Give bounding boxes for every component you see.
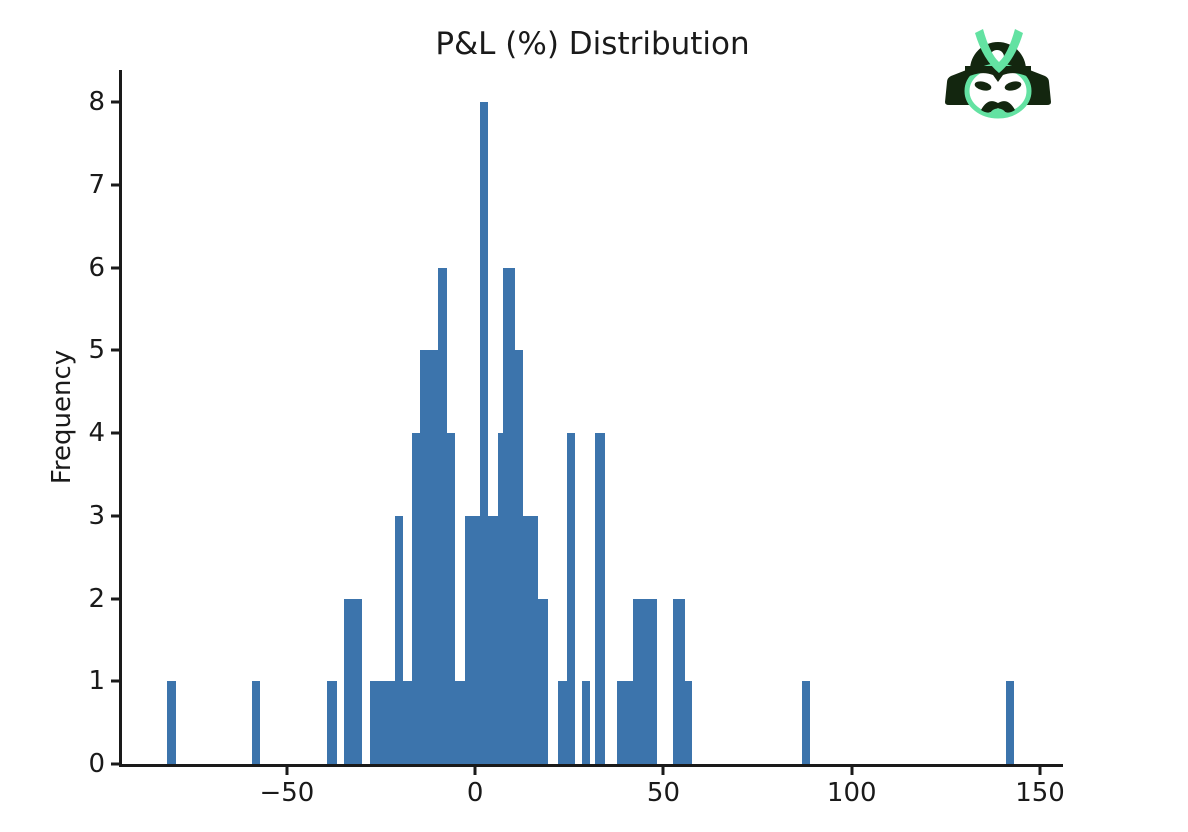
- y-axis-tick: [111, 431, 122, 435]
- samurai-helmet-logo: [945, 29, 1051, 119]
- histogram-bar: [252, 681, 261, 764]
- x-axis-tick: [1038, 764, 1042, 775]
- y-axis-tick: [111, 514, 122, 518]
- x-axis-tick-label: 50: [646, 778, 681, 808]
- y-axis-tick-label: 6: [88, 252, 105, 283]
- y-axis-tick-label: 3: [88, 500, 105, 531]
- left-eye-icon: [974, 81, 992, 91]
- histogram-bar: [395, 515, 404, 764]
- histogram-bar: [370, 681, 396, 764]
- x-axis-tick-label: −50: [259, 778, 315, 808]
- right-eye-icon: [1004, 81, 1022, 91]
- chin-icon: [990, 108, 1006, 115]
- y-axis-tick: [111, 679, 122, 683]
- histogram-bar: [455, 681, 465, 764]
- x-axis-tick: [473, 764, 477, 775]
- histogram-bar: [802, 681, 811, 764]
- y-axis-tick-label: 4: [88, 418, 105, 449]
- histogram-bar: [582, 681, 591, 764]
- histogram-bar: [327, 681, 337, 764]
- histogram-bar: [411, 433, 421, 764]
- plot-area: −50 0 50 100 150 0 1 2 3 4 5 6 7 8: [88, 70, 1065, 808]
- y-axis-tick-label: 7: [88, 169, 105, 200]
- y-axis-tick: [111, 100, 122, 104]
- y-axis-tick: [111, 183, 122, 187]
- x-axis-tick: [850, 764, 854, 775]
- y-axis-tick-label: 2: [88, 583, 105, 614]
- histogram-bar: [344, 598, 363, 764]
- x-axis-tick: [661, 764, 665, 775]
- histogram-bar: [498, 433, 503, 764]
- y-axis-tick-label: 1: [88, 666, 105, 697]
- y-axis-tick: [111, 597, 122, 601]
- y-axis-tick-label: 5: [88, 335, 105, 366]
- histogram-bar: [633, 598, 658, 764]
- helmet-horns-icon: [975, 29, 1023, 73]
- histogram-bar: [538, 598, 549, 764]
- histogram-bar: [515, 350, 524, 764]
- histogram-bar: [446, 433, 456, 764]
- chart-title: P&L (%) Distribution: [435, 26, 750, 62]
- x-axis-tick-label: 150: [1015, 778, 1065, 808]
- helmet-brow-icon: [965, 66, 1031, 82]
- histogram-bar: [464, 515, 480, 764]
- histogram-bar: [502, 267, 516, 764]
- histogram-bar: [438, 267, 447, 764]
- histogram-bar: [673, 598, 686, 764]
- histogram-bar: [487, 515, 499, 764]
- x-axis-tick: [285, 764, 289, 775]
- x-axis-tick-label: 100: [826, 778, 877, 808]
- y-axis-tick-label: 8: [88, 87, 105, 118]
- histogram-bar: [403, 681, 412, 764]
- histogram-bar: [1006, 681, 1015, 764]
- y-axis-tick: [111, 266, 122, 270]
- y-axis-label: Frequency: [47, 349, 77, 485]
- x-axis-tick-label: 0: [466, 778, 484, 808]
- histogram-bar: [567, 433, 576, 764]
- histogram-bar: [595, 433, 606, 764]
- histogram-bar: [523, 515, 539, 764]
- histogram-bar: [167, 681, 176, 764]
- histogram-bar: [558, 681, 568, 764]
- y-axis-tick-label: 0: [88, 749, 105, 779]
- histogram-bar: [617, 681, 634, 764]
- histogram-bar: [479, 102, 488, 764]
- y-axis-tick: [111, 348, 122, 352]
- histogram-bar: [420, 350, 439, 764]
- y-axis-tick: [111, 762, 122, 766]
- histogram-bar: [685, 681, 693, 764]
- mustache-icon: [981, 101, 1015, 113]
